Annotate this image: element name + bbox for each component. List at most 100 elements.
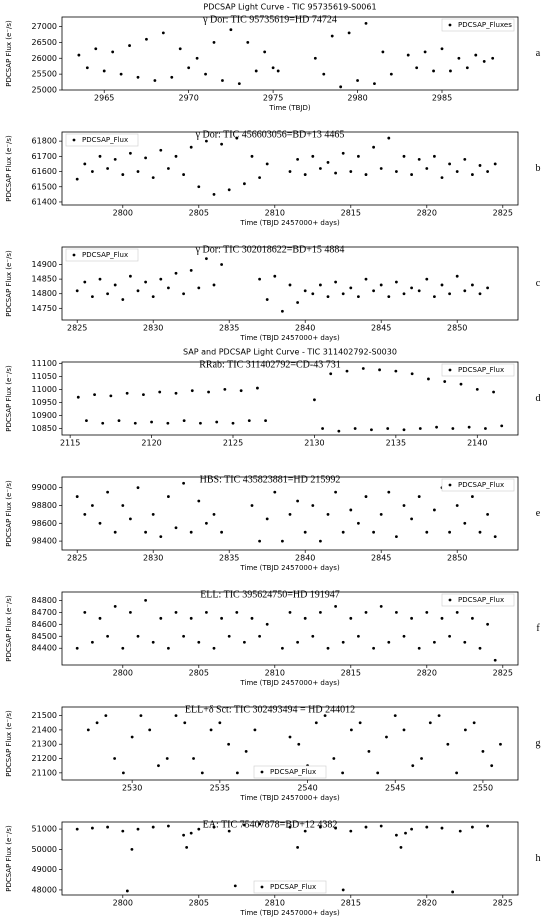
data-point xyxy=(463,289,467,293)
data-point xyxy=(448,530,451,534)
data-point xyxy=(313,398,316,402)
panel-label: b xyxy=(536,163,541,174)
data-point xyxy=(237,82,241,86)
data-point xyxy=(311,504,315,507)
data-point xyxy=(326,646,330,650)
data-point xyxy=(458,829,462,833)
data-point xyxy=(319,283,322,287)
data-point xyxy=(265,517,269,521)
x-tick-label: 2805 xyxy=(189,669,209,678)
data-point xyxy=(394,369,398,373)
legend-box xyxy=(253,880,327,894)
data-point xyxy=(402,504,406,507)
data-point xyxy=(258,634,261,638)
data-point xyxy=(364,495,368,498)
data-point xyxy=(229,28,233,32)
data-point xyxy=(486,512,489,516)
x-tick-label: 2800 xyxy=(113,899,133,908)
y-axis-label: PDCSAP Flux (e⁻/s) xyxy=(5,365,13,432)
data-point xyxy=(95,721,99,725)
data-point xyxy=(455,504,459,507)
legend-box xyxy=(253,765,327,779)
data-point xyxy=(379,167,383,170)
y-axis-label: PDCSAP Flux (e⁻/s) xyxy=(5,20,13,87)
data-point xyxy=(387,490,391,494)
data-point xyxy=(433,154,436,158)
data-point xyxy=(467,425,471,429)
data-point xyxy=(296,845,299,849)
legend-box xyxy=(65,248,139,262)
data-point xyxy=(144,530,148,534)
y-tick-label: 21100 xyxy=(32,768,57,777)
data-point xyxy=(378,368,381,372)
x-tick-label: 2545 xyxy=(385,784,405,793)
data-point xyxy=(341,640,345,644)
data-point xyxy=(446,742,450,746)
data-point xyxy=(373,82,376,86)
data-point xyxy=(303,530,307,534)
data-point xyxy=(136,634,140,638)
x-tick-label: 2825 xyxy=(493,209,513,218)
data-point xyxy=(265,622,269,626)
data-points xyxy=(75,136,497,196)
data-point xyxy=(113,157,117,161)
data-point xyxy=(243,823,246,827)
data-point xyxy=(109,394,113,398)
data-point xyxy=(499,742,502,746)
data-point xyxy=(91,295,94,299)
data-point xyxy=(288,170,292,173)
data-point xyxy=(98,521,102,525)
legend-marker xyxy=(260,770,264,774)
x-tick-label: 2120 xyxy=(141,439,161,448)
annotation: γ Dor: TIC 456603056=BD+13 4465 xyxy=(195,129,345,140)
x-tick-label: 2850 xyxy=(447,324,467,333)
data-point xyxy=(75,646,79,650)
data-point xyxy=(182,173,186,176)
y-tick-label: 49000 xyxy=(32,865,57,874)
legend-marker xyxy=(448,368,452,372)
data-point xyxy=(425,167,429,170)
x-tick-label: 2820 xyxy=(417,209,437,218)
legend-label: PDCSAP_Fluxes xyxy=(458,21,512,29)
data-point xyxy=(364,21,368,25)
data-point xyxy=(296,301,299,304)
data-point xyxy=(393,714,397,717)
data-point xyxy=(148,728,152,732)
data-point xyxy=(244,749,248,753)
data-point xyxy=(478,292,482,296)
data-point xyxy=(303,289,307,293)
data-point xyxy=(341,771,345,775)
data-point xyxy=(98,616,102,620)
data-point xyxy=(250,504,254,507)
legend-marker xyxy=(72,138,76,142)
data-point xyxy=(500,424,504,428)
data-point xyxy=(425,530,429,534)
data-point xyxy=(288,825,292,829)
data-point xyxy=(159,535,163,539)
data-point xyxy=(492,390,495,394)
data-point xyxy=(361,367,365,370)
y-axis-label: PDCSAP Flux (e⁻/s) xyxy=(5,825,13,892)
data-point xyxy=(183,721,187,725)
data-point xyxy=(386,427,390,430)
data-point xyxy=(319,610,322,614)
data-points xyxy=(86,714,502,775)
data-point xyxy=(159,148,163,152)
y-tick-label: 21500 xyxy=(32,711,57,720)
data-point xyxy=(345,369,349,373)
data-point xyxy=(288,283,292,287)
data-point xyxy=(402,292,406,296)
data-point xyxy=(264,419,267,423)
data-point xyxy=(440,47,444,51)
data-point xyxy=(182,634,186,638)
y-tick-label: 25000 xyxy=(32,86,57,95)
data-point xyxy=(463,728,467,732)
data-point xyxy=(491,56,495,60)
data-point xyxy=(372,530,375,534)
data-point xyxy=(182,419,186,423)
data-point xyxy=(364,277,368,281)
data-point xyxy=(125,391,129,395)
data-point xyxy=(250,154,254,158)
data-point xyxy=(220,530,224,534)
